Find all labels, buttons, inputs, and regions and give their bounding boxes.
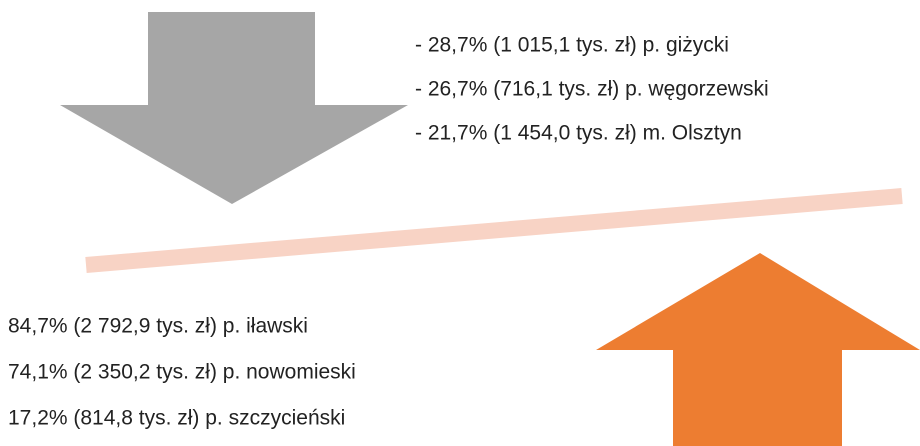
list-item: - 21,7% (1 454,0 tys. zł) m. Olsztyn	[415, 122, 742, 145]
list-item: 84,7% (2 792,9 tys. zł) p. iławski	[8, 315, 308, 338]
decrease-list: - 28,7% (1 015,1 tys. zł) p. giżycki - 26…	[415, 34, 769, 145]
list-item: - 26,7% (716,1 tys. zł) p. węgorzewski	[415, 78, 769, 101]
up-arrow	[596, 253, 920, 446]
down-arrow	[60, 12, 408, 204]
list-item: 74,1% (2 350,2 tys. zł) p. nowomieski	[8, 361, 356, 384]
list-item: - 28,7% (1 015,1 tys. zł) p. giżycki	[415, 34, 729, 57]
increase-list: 84,7% (2 792,9 tys. zł) p. iławski 74,1% …	[8, 315, 356, 430]
divider	[85, 188, 903, 273]
list-item: 17,2% (814,8 tys. zł) p. szczycieński	[8, 407, 345, 430]
